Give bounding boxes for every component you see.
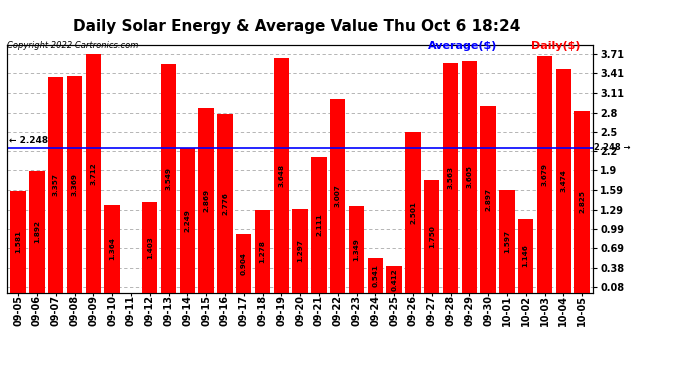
- Bar: [518, 219, 533, 292]
- Text: 3.357: 3.357: [52, 173, 59, 196]
- Bar: [274, 58, 289, 292]
- Bar: [368, 258, 383, 292]
- Bar: [293, 209, 308, 292]
- Text: 3.605: 3.605: [466, 165, 473, 188]
- Text: 0.412: 0.412: [391, 268, 397, 291]
- Text: Daily Solar Energy & Average Value Thu Oct 6 18:24: Daily Solar Energy & Average Value Thu O…: [73, 19, 520, 34]
- Bar: [217, 114, 233, 292]
- Text: 3.549: 3.549: [166, 167, 172, 190]
- Text: Average($): Average($): [428, 41, 497, 51]
- Bar: [236, 234, 251, 292]
- Text: 2.776: 2.776: [222, 192, 228, 215]
- Text: 1.146: 1.146: [523, 244, 529, 267]
- Text: 1.349: 1.349: [353, 238, 359, 261]
- Text: 1.297: 1.297: [297, 239, 303, 262]
- Text: 3.369: 3.369: [72, 173, 77, 196]
- Bar: [199, 108, 214, 292]
- Text: 3.648: 3.648: [278, 164, 284, 187]
- Text: ← 2.248: ← 2.248: [9, 136, 48, 146]
- Text: 2.825: 2.825: [579, 190, 585, 213]
- Bar: [462, 61, 477, 292]
- Text: 1.364: 1.364: [109, 237, 115, 260]
- Bar: [86, 54, 101, 292]
- Bar: [330, 99, 346, 292]
- Text: 3.563: 3.563: [448, 166, 453, 189]
- Text: 1.403: 1.403: [147, 236, 152, 259]
- Text: 2.249: 2.249: [184, 209, 190, 232]
- Bar: [161, 64, 176, 292]
- Bar: [574, 111, 590, 292]
- Bar: [179, 148, 195, 292]
- Text: 3.007: 3.007: [335, 184, 341, 207]
- Bar: [255, 210, 270, 292]
- Text: 0.541: 0.541: [373, 264, 378, 286]
- Bar: [48, 77, 63, 292]
- Text: 2.501: 2.501: [410, 201, 416, 223]
- Text: 1.278: 1.278: [259, 240, 266, 263]
- Text: 1.892: 1.892: [34, 220, 40, 243]
- Text: 1.581: 1.581: [15, 230, 21, 253]
- Text: 3.474: 3.474: [560, 170, 566, 192]
- Text: 3.679: 3.679: [542, 163, 548, 186]
- Text: 3.712: 3.712: [90, 162, 97, 184]
- Bar: [349, 206, 364, 292]
- Bar: [29, 171, 45, 292]
- Text: 0.904: 0.904: [241, 252, 247, 275]
- Text: 2.111: 2.111: [316, 213, 322, 236]
- Bar: [405, 132, 421, 292]
- Text: 1.750: 1.750: [428, 225, 435, 248]
- Text: Copyright 2022 Cartronics.com: Copyright 2022 Cartronics.com: [7, 41, 138, 50]
- Bar: [480, 106, 496, 292]
- Bar: [537, 56, 552, 292]
- Bar: [555, 69, 571, 292]
- Bar: [67, 76, 82, 292]
- Bar: [443, 63, 458, 292]
- Text: 2.869: 2.869: [203, 189, 209, 212]
- Bar: [10, 191, 26, 292]
- Bar: [500, 190, 515, 292]
- Text: 2.897: 2.897: [485, 188, 491, 211]
- Bar: [104, 205, 120, 292]
- Bar: [311, 157, 326, 292]
- Bar: [424, 180, 440, 292]
- Text: 2.248 →: 2.248 →: [594, 144, 631, 153]
- Bar: [142, 202, 157, 292]
- Text: Daily($): Daily($): [531, 41, 581, 51]
- Text: 1.597: 1.597: [504, 230, 510, 253]
- Bar: [386, 266, 402, 292]
